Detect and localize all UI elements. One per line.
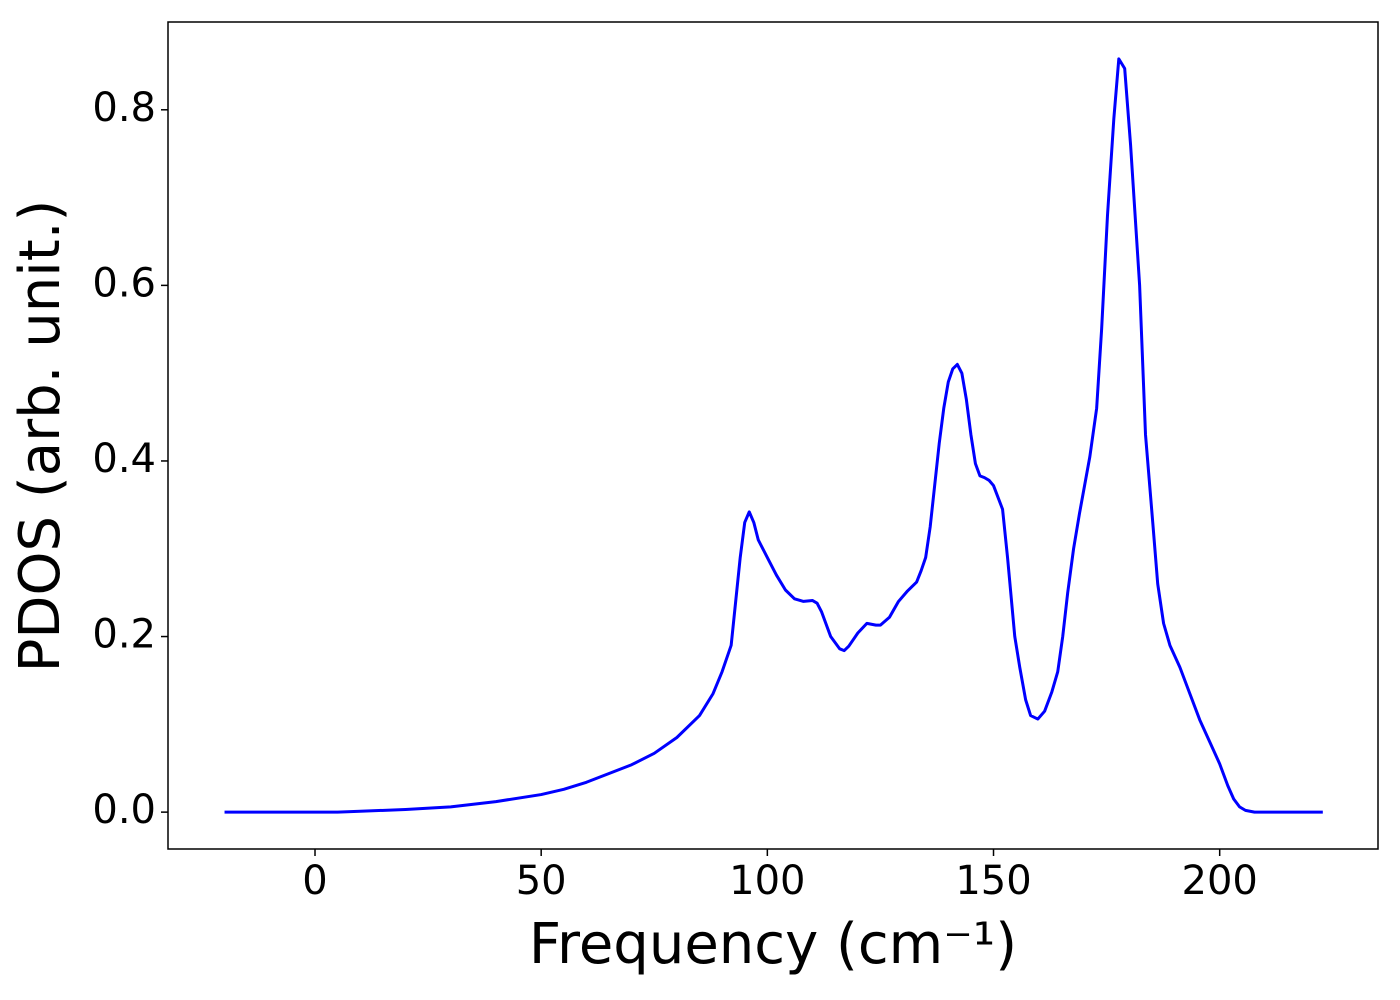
x-tick-label: 100 <box>729 858 805 904</box>
data-line <box>224 57 1323 814</box>
x-tick-label: 0 <box>302 858 327 904</box>
x-tick-label: 200 <box>1182 858 1258 904</box>
x-tick-label: 150 <box>955 858 1031 904</box>
y-tick-label: 0.2 <box>92 612 156 658</box>
plot-frame <box>167 21 1379 850</box>
y-tick-label: 0.0 <box>92 787 156 833</box>
x-tick-label: 50 <box>516 858 567 904</box>
y-tick-label: 0.8 <box>92 85 156 131</box>
y-axis-label: PDOS (arb. unit.) <box>8 200 73 673</box>
x-axis-label: Frequency (cm⁻¹) <box>529 912 1017 977</box>
y-tick-label: 0.4 <box>92 436 156 482</box>
y-tick-label: 0.6 <box>92 260 156 306</box>
